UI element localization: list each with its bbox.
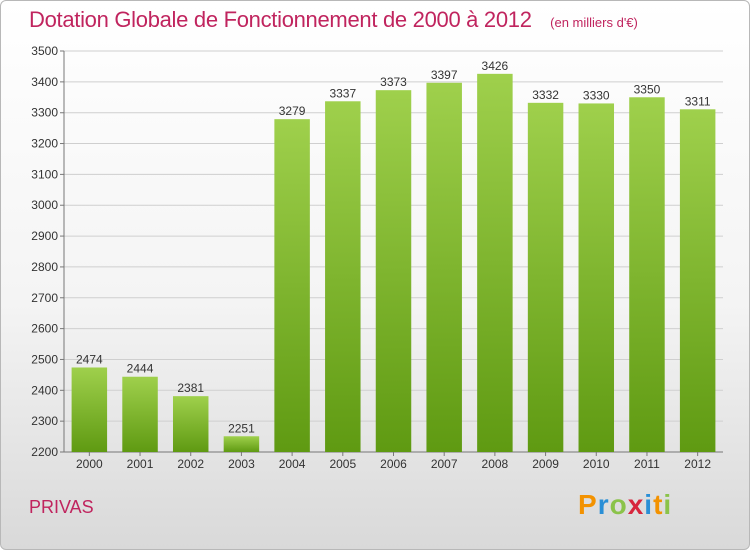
- chart-title: Dotation Globale de Fonctionnement de 20…: [29, 7, 532, 32]
- data-label: 2474: [76, 352, 103, 366]
- x-tick-label: 2005: [329, 457, 356, 471]
- unit-note: (en milliers d'€): [550, 15, 638, 30]
- data-label: 3426: [482, 59, 509, 73]
- bar: [375, 90, 412, 452]
- logo-letter: t: [653, 489, 664, 520]
- data-label: 2381: [177, 381, 204, 395]
- x-tick-label: 2012: [684, 457, 711, 471]
- y-tick-label: 2800: [31, 260, 58, 274]
- logo-letter: r: [597, 489, 610, 520]
- logo-letter: o: [609, 489, 628, 520]
- y-tick-label: 3400: [31, 75, 58, 89]
- bar: [629, 97, 665, 453]
- data-label: 2251: [228, 421, 255, 435]
- y-tick-label: 2300: [31, 414, 58, 428]
- data-label: 3279: [279, 104, 306, 118]
- x-tick-label: 2009: [532, 457, 559, 471]
- bar: [325, 101, 361, 452]
- y-tick-label: 2600: [31, 322, 58, 336]
- logo-letter: i: [663, 489, 673, 520]
- bar: [679, 109, 716, 453]
- data-label: 3373: [380, 75, 407, 89]
- y-tick-label: 2400: [31, 383, 58, 397]
- x-tick-label: 2010: [583, 457, 610, 471]
- logo-letter: P: [578, 489, 598, 520]
- bar: [477, 73, 513, 452]
- data-label: 3332: [532, 88, 559, 102]
- bar: [71, 367, 108, 452]
- y-tick-label: 3100: [31, 167, 58, 181]
- chart-header: Dotation Globale de Fonctionnement de 20…: [29, 7, 638, 33]
- logo-letter: x: [627, 489, 645, 520]
- data-label: 3311: [685, 94, 711, 108]
- y-tick-label: 3200: [31, 137, 58, 151]
- city-name: PRIVAS: [29, 497, 94, 517]
- y-tick-label: 2900: [31, 229, 58, 243]
- data-label: 3350: [634, 82, 661, 96]
- proxiti-logo: Proxiti: [578, 489, 672, 521]
- data-label: 3397: [431, 68, 458, 82]
- x-tick-label: 2011: [634, 457, 660, 471]
- y-tick-label: 3000: [31, 198, 58, 212]
- bar: [274, 119, 310, 453]
- y-tick-label: 2200: [31, 445, 58, 459]
- bar: [122, 376, 158, 452]
- bar: [578, 103, 615, 452]
- bar: [426, 82, 462, 452]
- data-label: 3337: [329, 86, 356, 100]
- logo-letter: i: [644, 489, 654, 520]
- x-tick-label: 2000: [76, 457, 103, 471]
- x-tick-label: 2004: [279, 457, 306, 471]
- bar: [527, 102, 564, 453]
- bar: [172, 396, 209, 452]
- x-tick-label: 2006: [380, 457, 407, 471]
- x-tick-label: 2007: [431, 457, 458, 471]
- x-tick-label: 2002: [177, 457, 204, 471]
- y-tick-label: 3500: [31, 44, 58, 58]
- x-tick-label: 2008: [482, 457, 509, 471]
- x-tick-label: 2001: [127, 457, 154, 471]
- x-tick-label: 2003: [228, 457, 255, 471]
- y-tick-label: 2700: [31, 291, 58, 305]
- bar: [223, 436, 260, 452]
- data-label: 2444: [127, 362, 154, 376]
- y-tick-label: 2500: [31, 352, 58, 366]
- y-tick-label: 3300: [31, 106, 58, 120]
- data-label: 3330: [583, 88, 610, 102]
